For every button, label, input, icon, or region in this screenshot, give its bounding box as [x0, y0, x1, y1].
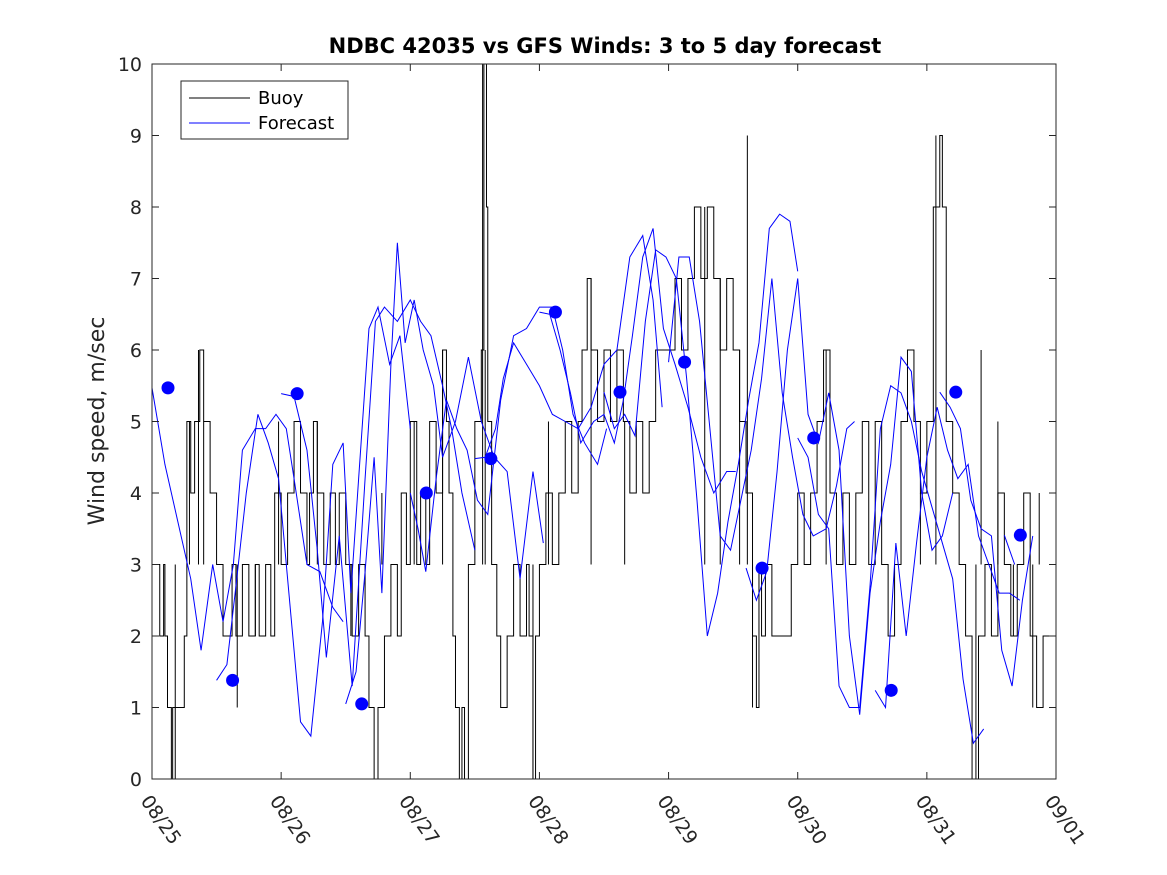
forecast-start-marker — [290, 387, 304, 401]
legend: Buoy Forecast — [180, 80, 349, 140]
forecast-start-marker — [419, 486, 433, 500]
y-axis: 0 1 2 3 4 5 6 7 8 9 10 — [118, 54, 1056, 791]
forecast-start-marker — [548, 305, 562, 319]
forecast-start-marker — [484, 452, 498, 466]
x-tick-label: 08/29 — [652, 791, 701, 848]
x-tick-label: 09/01 — [1040, 791, 1089, 848]
chart-title: NDBC 42035 vs GFS Winds: 3 to 5 day fore… — [329, 34, 882, 58]
forecast-line — [668, 256, 855, 552]
forecast-start-marker — [807, 431, 821, 445]
forecast-start-marker — [355, 697, 369, 711]
legend-buoy-label: Buoy — [258, 88, 304, 109]
forecast-line — [409, 306, 608, 572]
y-tick-label: 10 — [118, 54, 142, 76]
forecast-line — [797, 384, 985, 745]
x-tick-label: 08/27 — [394, 791, 443, 848]
forecast-start-marker — [884, 683, 898, 697]
forecast-start-marker — [755, 561, 769, 575]
y-tick-label: 0 — [130, 769, 142, 791]
forecast-line — [1003, 535, 1016, 565]
forecast-start-marker — [1013, 528, 1027, 542]
forecast-line — [345, 242, 544, 705]
y-tick-label: 9 — [130, 126, 142, 148]
forecast-line — [151, 387, 344, 651]
forecast-line — [939, 391, 1034, 687]
forecast-start-marker — [678, 355, 692, 369]
legend-box — [180, 80, 349, 140]
forecast-start-marker — [949, 385, 963, 399]
y-tick-label: 1 — [130, 698, 142, 720]
x-tick-label: 08/26 — [265, 791, 314, 848]
x-tick-label: 08/28 — [523, 791, 572, 848]
y-tick-label: 8 — [130, 197, 142, 219]
forecast-line — [539, 228, 736, 495]
forecast-start-marker — [161, 381, 175, 395]
forecast-start-marker — [613, 385, 627, 399]
y-tick-label: 4 — [130, 483, 142, 505]
y-tick-label: 3 — [130, 555, 142, 577]
y-tick-label: 6 — [130, 340, 142, 362]
plot-area — [151, 63, 1057, 780]
forecast-line — [474, 234, 663, 460]
y-axis-label: Wind speed, m/sec — [85, 317, 110, 526]
forecast-series-group — [151, 213, 1034, 745]
forecast-start-markers — [161, 305, 1027, 711]
y-tick-label: 5 — [130, 412, 142, 434]
legend-forecast-label: Forecast — [258, 113, 334, 134]
buoy-line — [152, 63, 1056, 780]
y-tick-label: 2 — [130, 626, 142, 648]
x-tick-label: 08/31 — [911, 791, 960, 848]
forecast-start-marker — [226, 673, 240, 687]
x-tick-label: 08/25 — [136, 791, 185, 848]
forecast-line — [281, 298, 476, 687]
x-tick-label: 08/30 — [782, 791, 831, 848]
y-tick-label: 7 — [130, 269, 142, 291]
forecast-line — [216, 305, 411, 738]
forecast-line — [603, 213, 799, 637]
